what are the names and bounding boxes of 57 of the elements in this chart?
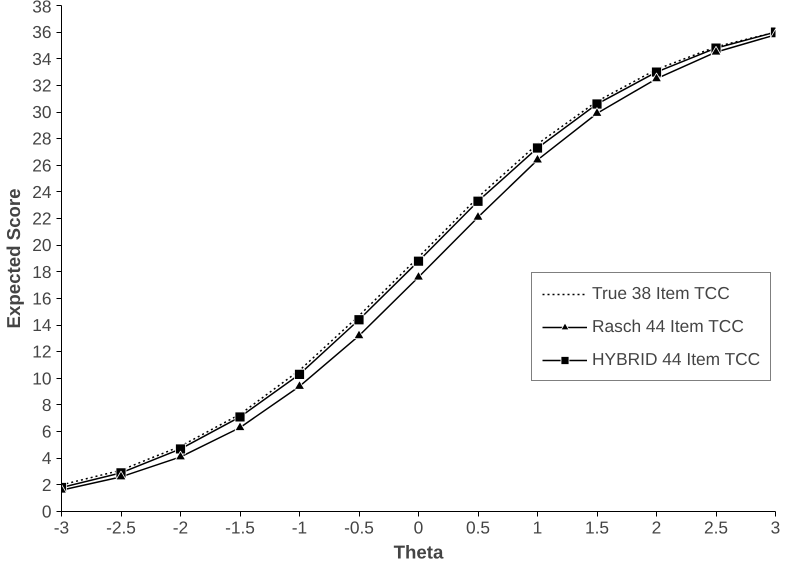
point bbox=[532, 142, 543, 154]
x-tick-label: 1.5 bbox=[584, 518, 610, 538]
x-tick-label: 3 bbox=[770, 518, 780, 538]
y-tick-label: 14 bbox=[32, 315, 52, 336]
point bbox=[472, 196, 484, 207]
x-axis-title: Theta bbox=[394, 542, 444, 562]
y-tick-label: 28 bbox=[32, 128, 52, 149]
point bbox=[651, 72, 662, 82]
x-tick-label: -2.5 bbox=[106, 518, 136, 538]
y-tick-label: 30 bbox=[32, 102, 52, 122]
legend-label: True 38 Item TCC bbox=[592, 283, 730, 304]
x-tick-label: 1 bbox=[532, 518, 542, 538]
legend-label: Rasch 44 Item TCC bbox=[592, 316, 744, 337]
y-axis-title: Expected Score bbox=[3, 188, 24, 328]
x-tick-label: 2.5 bbox=[704, 518, 728, 538]
x-tick-label: -1 bbox=[292, 518, 308, 538]
point bbox=[116, 470, 126, 480]
y-tick-label: 34 bbox=[32, 48, 52, 69]
y-tick-label: 16 bbox=[32, 288, 52, 308]
point bbox=[413, 256, 424, 267]
point bbox=[532, 154, 543, 164]
y-tick-label: 20 bbox=[32, 235, 52, 256]
point bbox=[175, 444, 186, 454]
point bbox=[592, 107, 602, 117]
point bbox=[354, 314, 364, 326]
y-tick-label: 24 bbox=[32, 182, 52, 202]
x-tick-label: -3 bbox=[54, 518, 70, 538]
x-tick-label: 0 bbox=[414, 518, 424, 538]
x-tick-label: 2 bbox=[652, 518, 662, 538]
x-tick-label: -1.5 bbox=[225, 518, 255, 538]
point bbox=[592, 98, 602, 110]
point bbox=[234, 412, 246, 422]
y-tick-label: 4 bbox=[42, 448, 52, 468]
y-tick-label: 18 bbox=[32, 262, 52, 282]
point bbox=[413, 270, 424, 280]
point bbox=[294, 380, 305, 390]
y-tick-label: 2 bbox=[42, 474, 52, 495]
legend-label: HYBRID 44 Item TCC bbox=[592, 349, 760, 370]
point bbox=[234, 421, 246, 431]
point bbox=[175, 450, 186, 460]
x-tick-label: 0.5 bbox=[466, 518, 490, 538]
x-tick-label: -2 bbox=[172, 518, 188, 538]
y-tick-label: 36 bbox=[32, 22, 52, 42]
y-tick-label: 10 bbox=[32, 368, 52, 388]
point bbox=[294, 368, 305, 380]
y-tick-label: 22 bbox=[32, 208, 52, 229]
y-tick-label: 8 bbox=[42, 394, 52, 415]
y-tick-label: 0 bbox=[42, 502, 52, 522]
y-tick-label: 6 bbox=[42, 422, 52, 442]
y-tick-label: 38 bbox=[32, 0, 52, 16]
point bbox=[354, 330, 364, 340]
point bbox=[472, 211, 484, 221]
y-tick-label: 32 bbox=[32, 75, 52, 96]
y-tick-label: 12 bbox=[32, 342, 52, 362]
y-tick-label: 26 bbox=[32, 155, 52, 176]
point bbox=[710, 46, 722, 56]
x-tick-label: -0.5 bbox=[344, 518, 374, 538]
